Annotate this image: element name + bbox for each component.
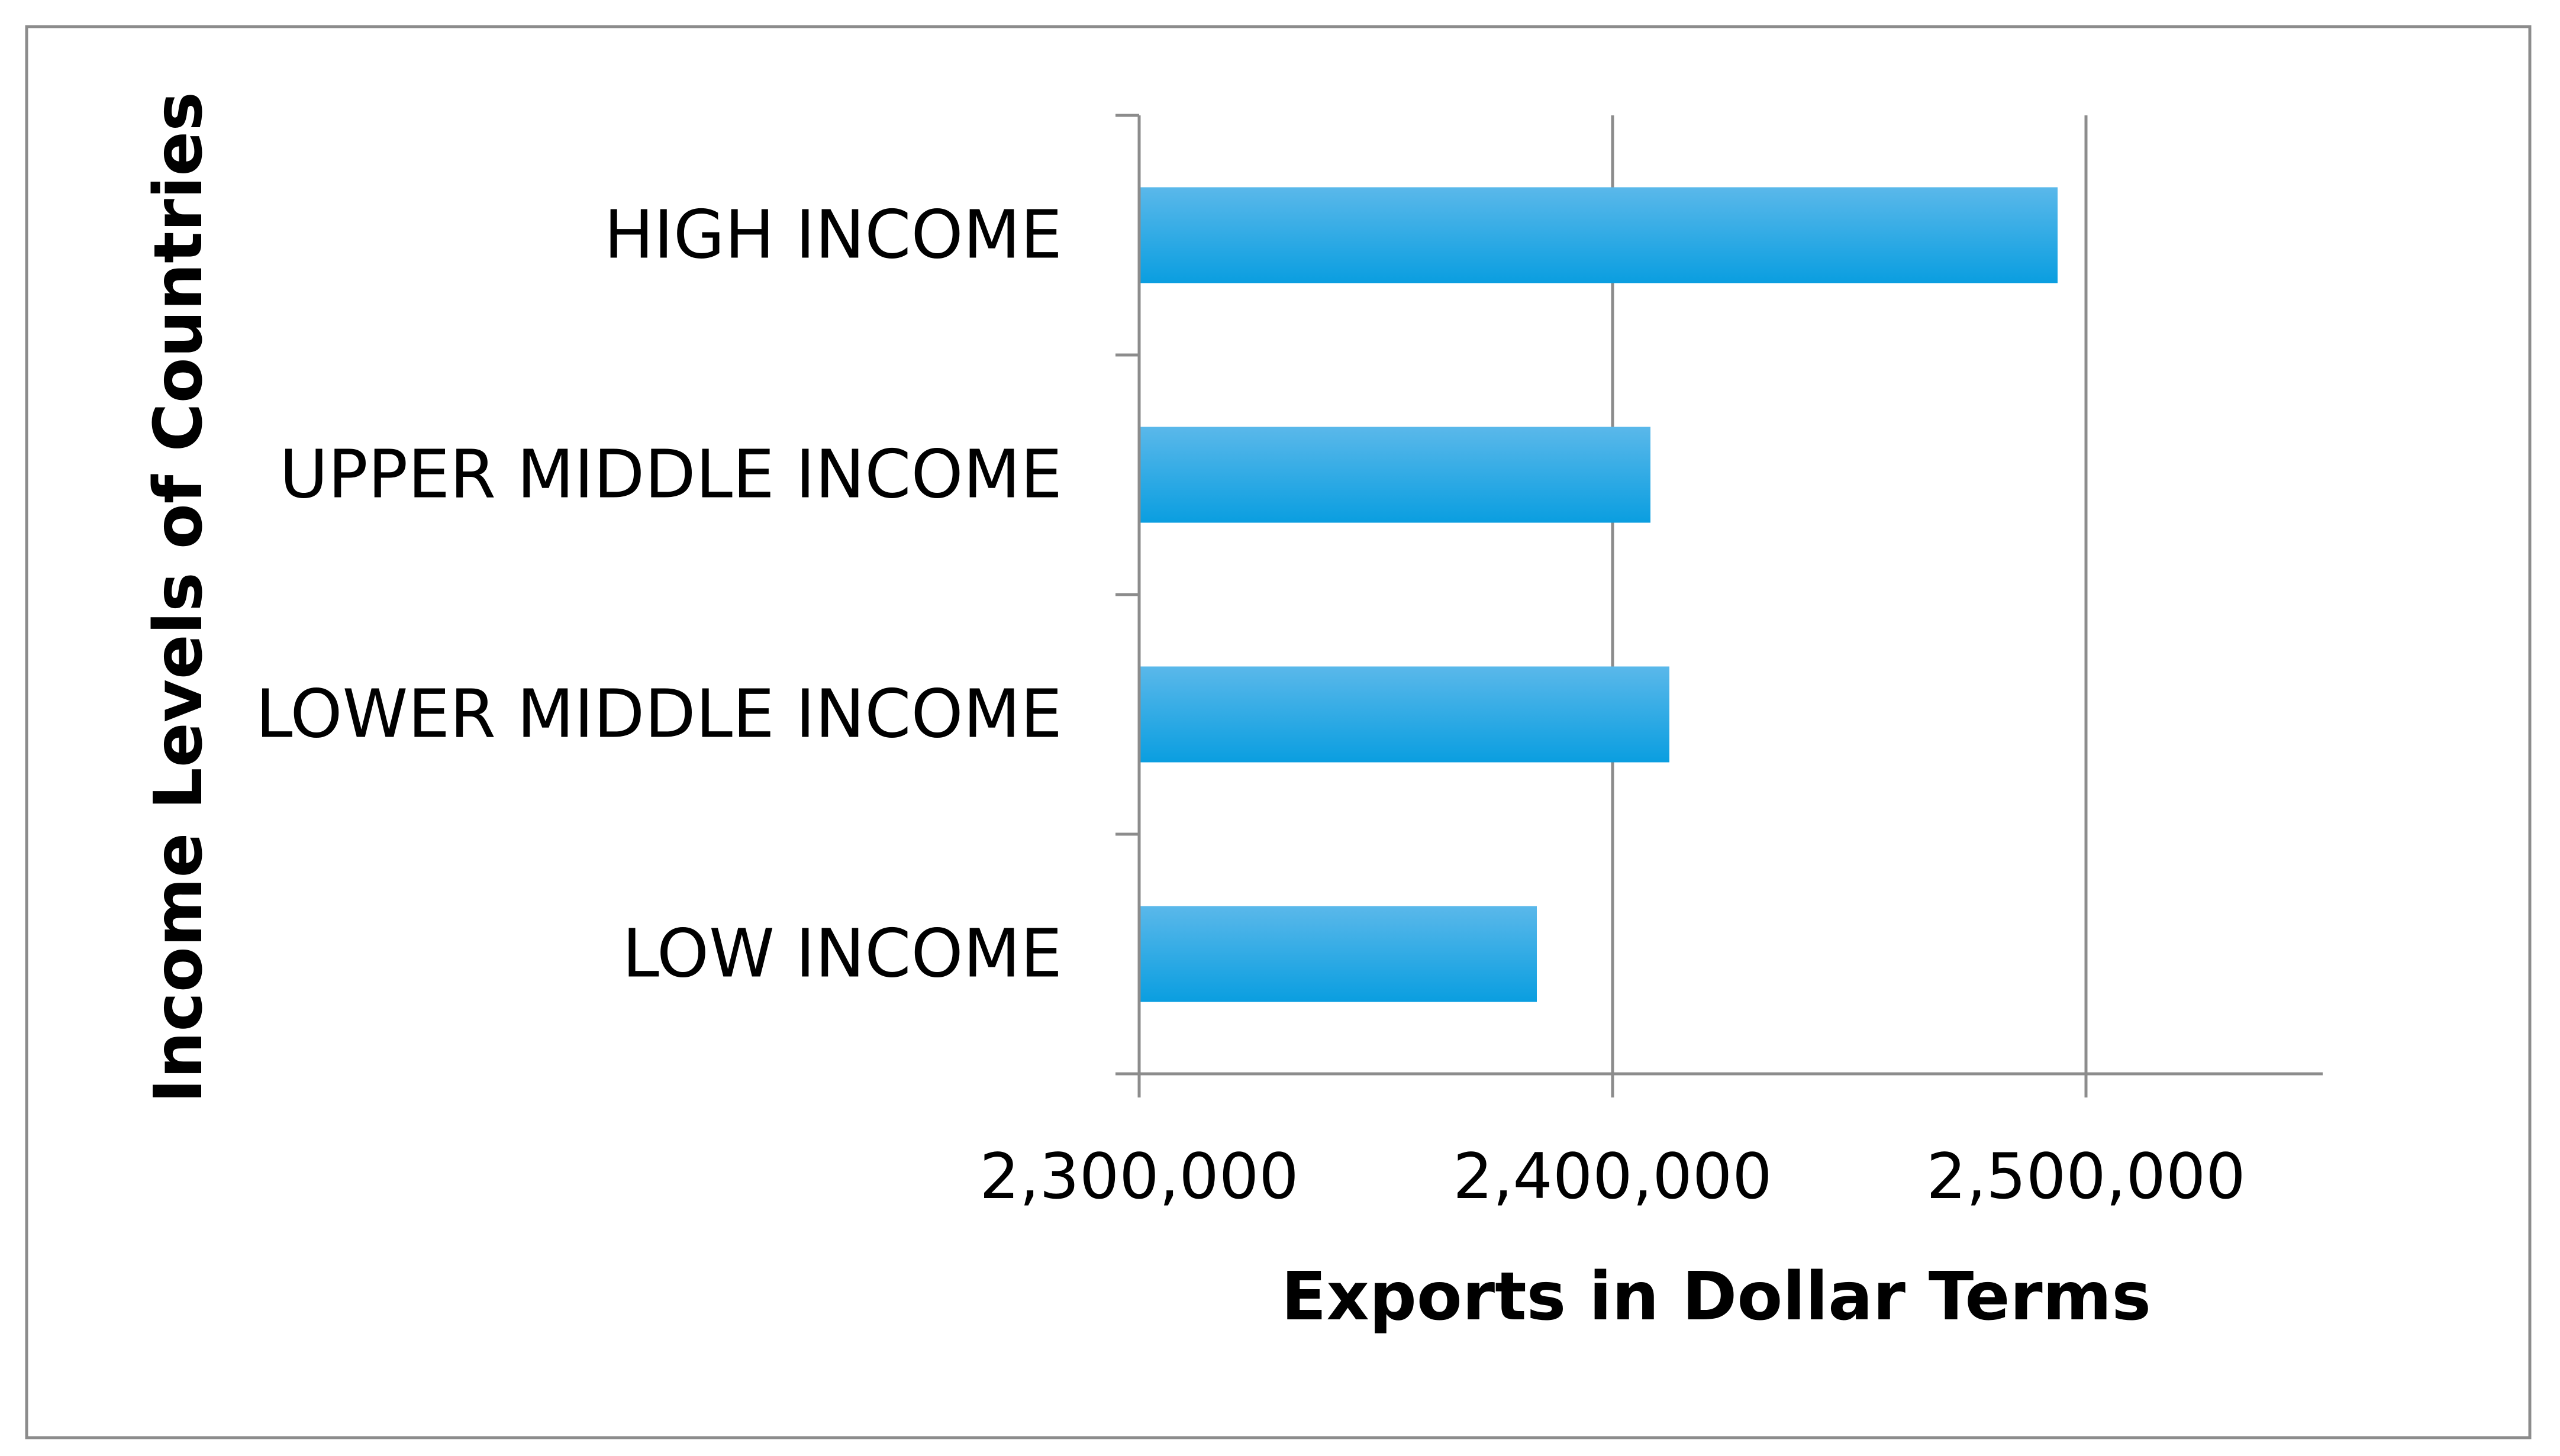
y-category-label: HIGH INCOME [604, 197, 1062, 274]
bars [1139, 187, 2058, 1002]
bar-lower-middle-income [1139, 666, 1669, 763]
x-tick-label: 2,500,000 [1926, 1140, 2245, 1213]
x-tick-label: 2,400,000 [1453, 1140, 1772, 1213]
x-axis-title: Exports in Dollar Terms [1281, 1258, 2151, 1335]
bar-low-income [1139, 906, 1537, 1002]
y-axis-title: Income Levels of Countries [140, 92, 217, 1103]
y-category-label: LOW INCOME [623, 916, 1062, 993]
x-tick-label: 2,300,000 [979, 1140, 1298, 1213]
y-category-label: LOWER MIDDLE INCOME [256, 676, 1062, 753]
labels: 2,300,000 2,400,000 2,500,000 HIGH INCOME UP… [256, 197, 2246, 1213]
y-category-label: UPPER MIDDLE INCOME [279, 437, 1062, 514]
axes [1115, 114, 2323, 1097]
bar-high-income [1139, 187, 2058, 283]
bar-upper-middle-income [1139, 427, 1650, 523]
